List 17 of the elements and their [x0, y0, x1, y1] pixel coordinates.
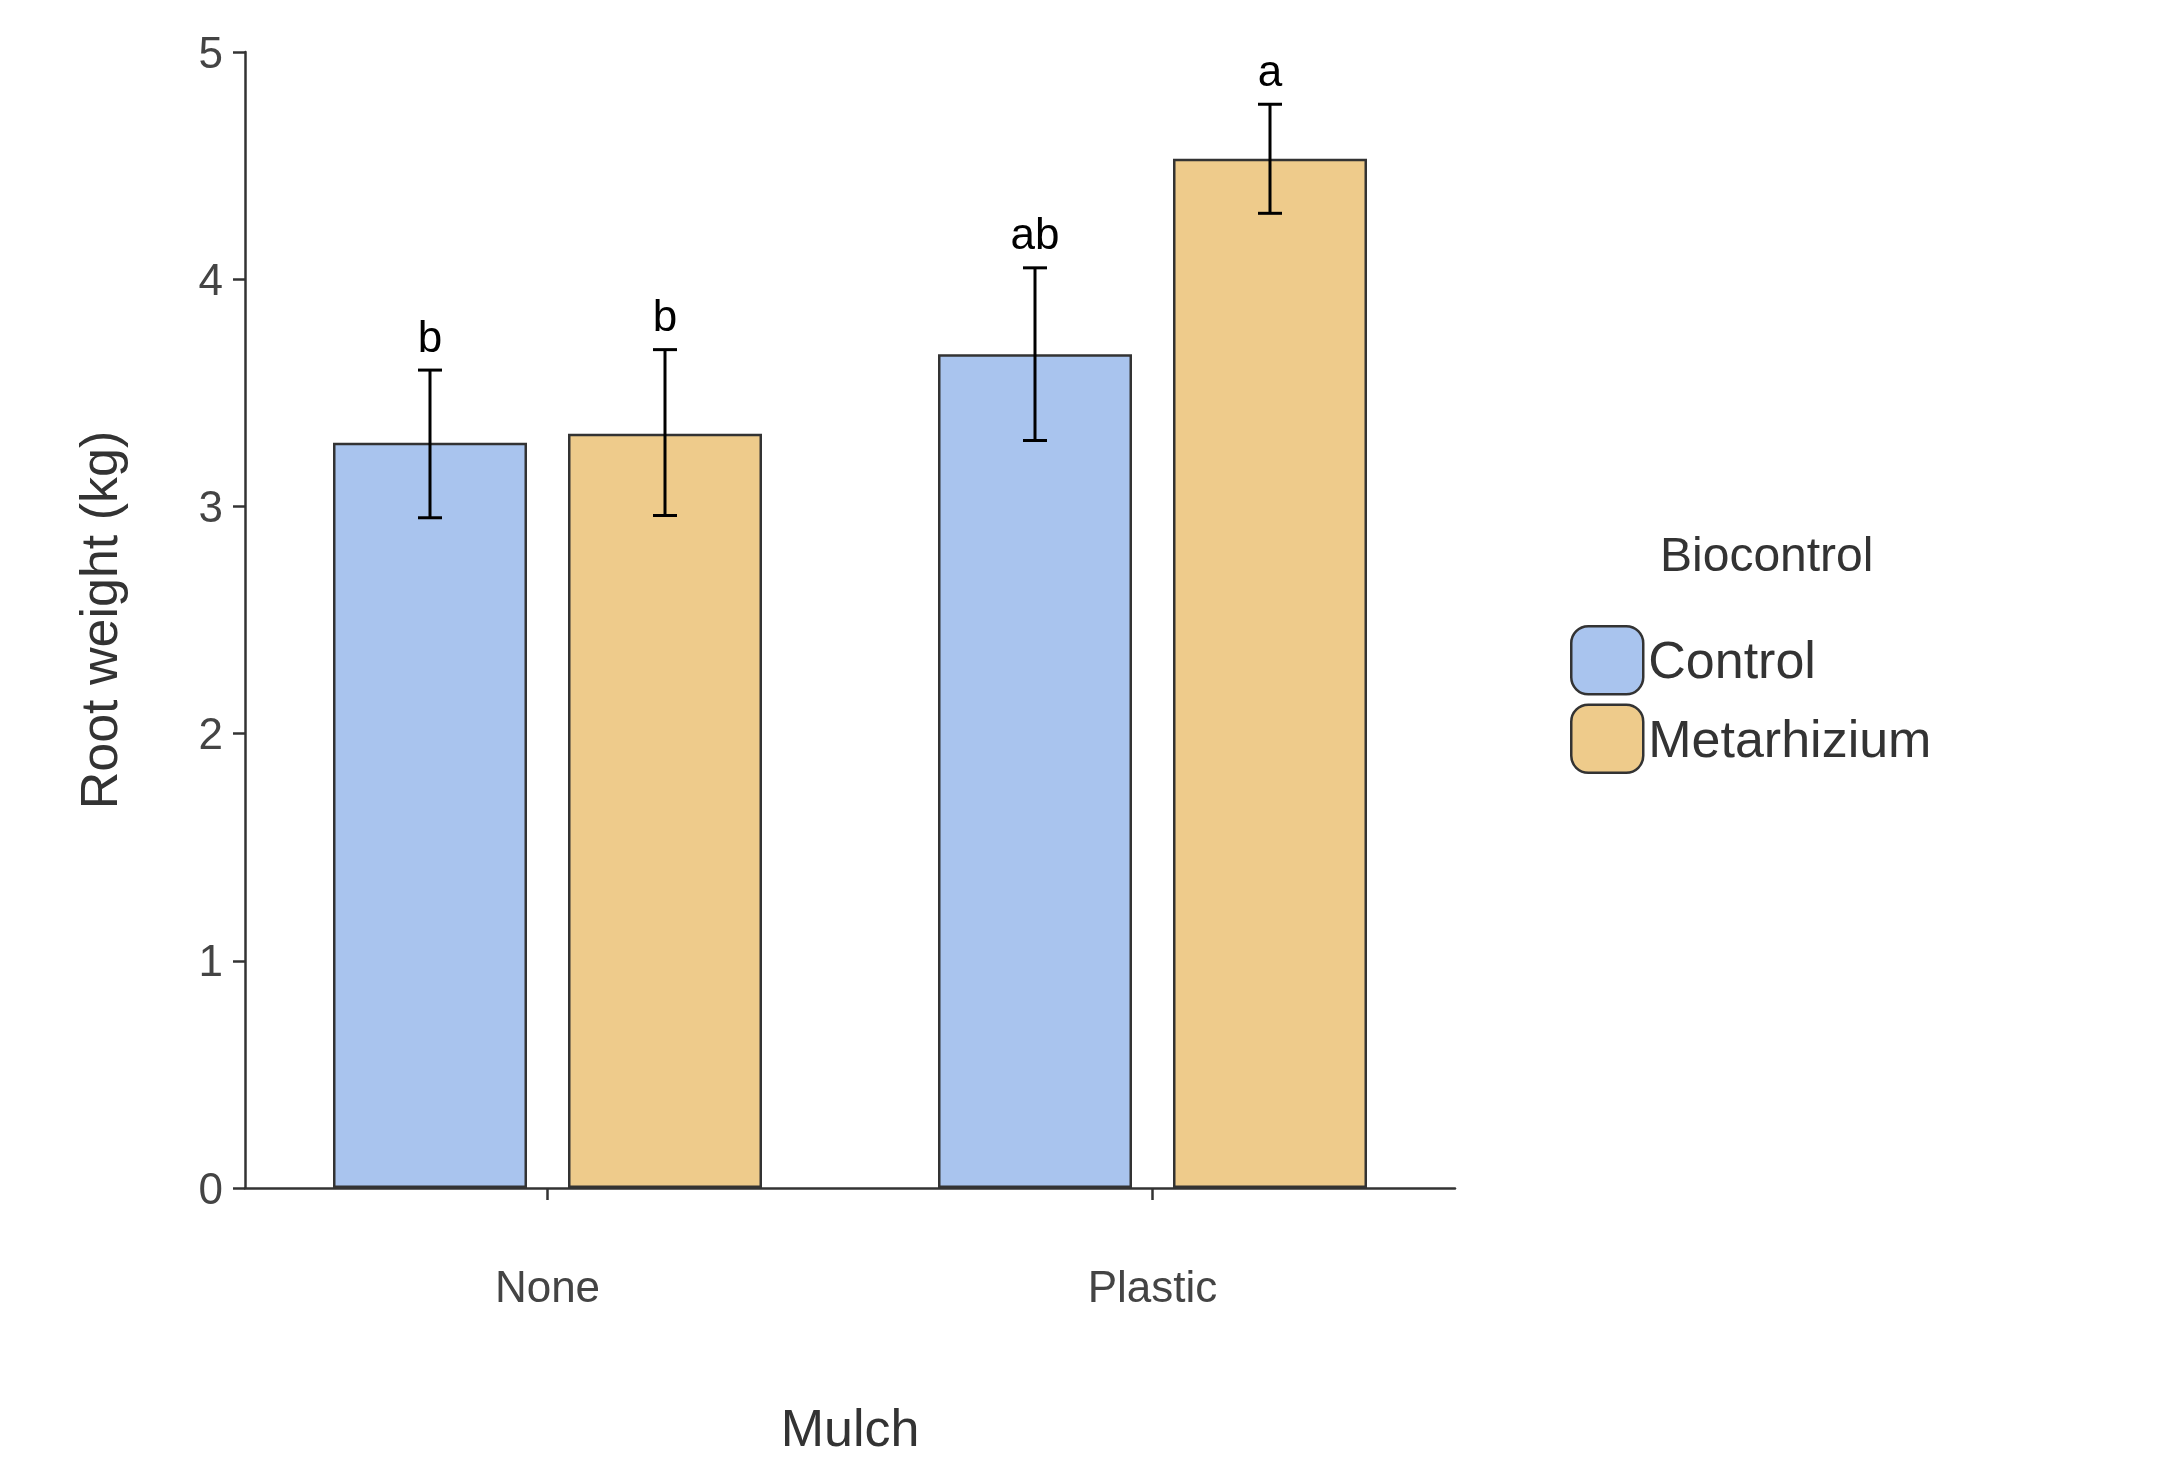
x-tick-label: None	[494, 1261, 601, 1311]
data-label: a	[1257, 45, 1283, 95]
y-tick-label: 1	[198, 936, 223, 986]
y-tick-label: 5	[198, 27, 223, 77]
y-axis-title: Root weight (kg)	[70, 430, 128, 810]
data-label: b	[417, 311, 443, 361]
y-tick-label: 0	[198, 1163, 223, 1213]
legend-title: Biocontrol	[1660, 527, 1874, 581]
y-tick-label: 3	[198, 481, 223, 531]
x-tick-label: Plastic	[1087, 1261, 1218, 1311]
data-label: ab	[1010, 209, 1060, 259]
y-tick-label: 4	[198, 254, 223, 304]
y-tick-label: 2	[198, 709, 223, 759]
legend-label: Metarhizium	[1648, 709, 1932, 768]
data-label: b	[652, 291, 678, 341]
x-axis-title: Mulch	[780, 1399, 920, 1457]
legend-label: Control	[1648, 631, 1816, 690]
